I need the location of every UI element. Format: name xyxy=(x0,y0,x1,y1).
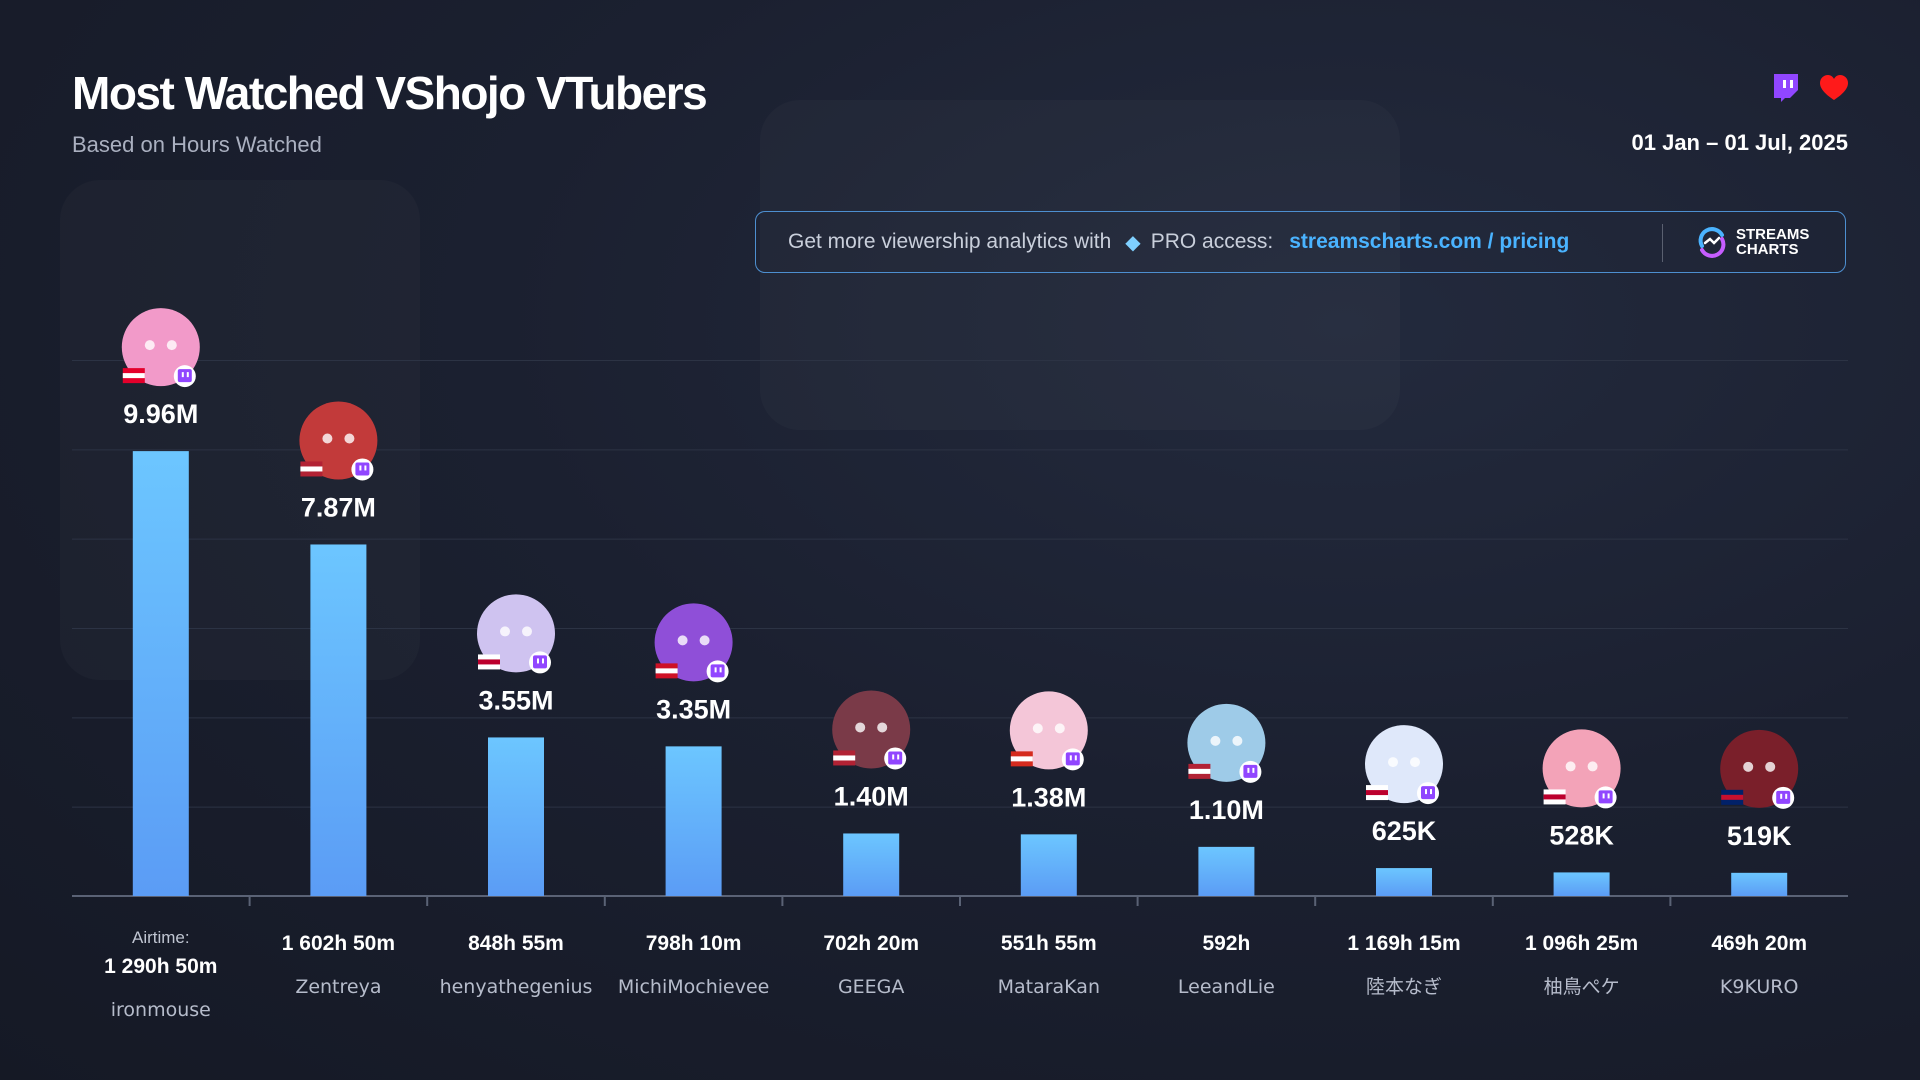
twitch-badge-icon xyxy=(351,458,374,481)
country-flag-icon xyxy=(478,654,500,670)
promo-text: Get more viewership analytics with xyxy=(788,230,1112,253)
bar xyxy=(310,544,367,896)
bar xyxy=(1020,834,1077,896)
bar xyxy=(488,737,544,896)
country-flag-icon xyxy=(1543,789,1566,805)
brand-line-1: STREAMS xyxy=(1736,226,1810,243)
country-flag-icon xyxy=(1188,763,1211,779)
streamer-name: K9KURO xyxy=(1720,976,1799,998)
country-flag-icon xyxy=(300,461,323,477)
streamer-name: GEEGA xyxy=(838,976,904,998)
bar-value-label: 528K xyxy=(1549,820,1614,850)
twitch-icon xyxy=(1774,74,1798,102)
country-flag-icon xyxy=(1010,751,1033,767)
airtime-label: 1 602h 50m xyxy=(282,932,395,955)
bar xyxy=(132,451,189,896)
streams-charts-logo: STREAMS CHARTS xyxy=(1696,226,1809,258)
streamer-name: ironmouse xyxy=(111,999,211,1021)
airtime-label: 551h 55m xyxy=(1001,932,1097,955)
pricing-link[interactable]: streamscharts.com / pricing xyxy=(1289,230,1570,253)
country-flag-icon xyxy=(122,368,145,384)
airtime-prefix: Airtime: xyxy=(132,928,190,947)
youtube-icon xyxy=(1820,75,1848,100)
bar-value-label: 3.35M xyxy=(656,694,731,724)
chart-subtitle: Based on Hours Watched xyxy=(72,132,322,157)
country-flag-icon xyxy=(1366,785,1388,801)
twitch-badge-icon xyxy=(1061,748,1084,771)
streamer-name: 陸本なぎ xyxy=(1366,976,1442,998)
streamer-name: MichiMochievee xyxy=(618,976,770,998)
streamer-name: Zentreya xyxy=(295,976,381,998)
country-flag-icon xyxy=(655,663,678,679)
twitch-badge-icon xyxy=(529,651,551,674)
bar xyxy=(843,833,900,896)
country-flag-icon xyxy=(1721,789,1744,805)
bar-value-label: 1.40M xyxy=(834,781,909,811)
bar xyxy=(1553,872,1610,896)
twitch-badge-icon xyxy=(706,660,729,683)
airtime-label: 592h xyxy=(1202,932,1250,955)
airtime-label: 1 169h 15m xyxy=(1347,932,1460,955)
streamer-name: henyathegenius xyxy=(440,976,593,998)
bar xyxy=(665,746,722,896)
streamer-name: 柚鳥ぺケ xyxy=(1544,976,1620,998)
chart-title: Most Watched VShojo VTubers xyxy=(72,67,708,119)
country-flag-icon xyxy=(833,750,856,766)
airtime-label: 848h 55m xyxy=(468,932,564,955)
twitch-badge-icon xyxy=(1594,786,1617,809)
airtime-label: 702h 20m xyxy=(823,932,919,955)
airtime-label: 798h 10m xyxy=(646,932,742,955)
brand-line-2: CHARTS xyxy=(1736,241,1799,258)
bar xyxy=(1376,868,1432,896)
twitch-badge-icon xyxy=(1239,760,1262,783)
bar-value-label: 7.87M xyxy=(301,492,376,522)
bar-value-label: 625K xyxy=(1372,816,1437,846)
bar-value-label: 9.96M xyxy=(123,399,198,429)
airtime-label: 1 096h 25m xyxy=(1525,932,1638,955)
streamer-name: LeeandLie xyxy=(1178,976,1275,998)
diamond-icon: ◆ xyxy=(1125,231,1141,254)
streams-charts-icon xyxy=(1698,227,1726,258)
date-range: 01 Jan – 01 Jul, 2025 xyxy=(1631,130,1849,155)
promo-banner[interactable]: Get more viewership analytics with ◆ PRO… xyxy=(755,211,1846,273)
twitch-badge-icon xyxy=(1417,782,1439,805)
twitch-badge-icon xyxy=(1772,786,1795,809)
airtime-label: 1 290h 50m xyxy=(104,955,217,978)
promo-divider xyxy=(1662,224,1663,262)
promo-pro-text: PRO access: xyxy=(1150,230,1274,253)
bar-value-label: 1.38M xyxy=(1011,782,1086,812)
bar xyxy=(1198,846,1255,896)
bar-value-label: 519K xyxy=(1727,821,1792,851)
streamer-name: MataraKan xyxy=(998,976,1100,998)
airtime-label: 469h 20m xyxy=(1711,932,1807,955)
twitch-badge-icon xyxy=(884,747,907,770)
bar xyxy=(1731,872,1788,896)
twitch-badge-icon xyxy=(173,365,196,388)
bar-value-label: 1.10M xyxy=(1189,795,1264,825)
bar-value-label: 3.55M xyxy=(478,685,553,715)
